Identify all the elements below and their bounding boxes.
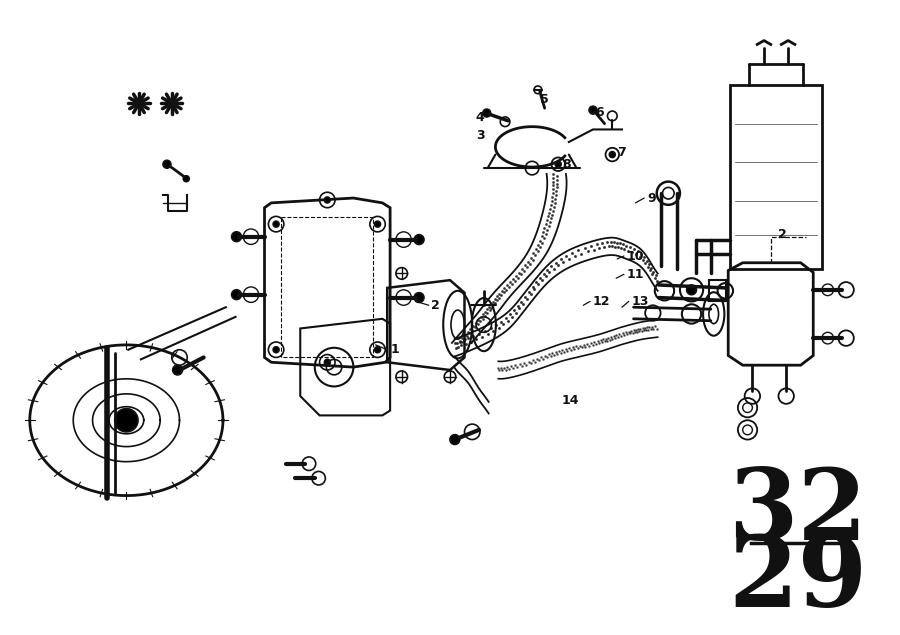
- Circle shape: [324, 197, 330, 203]
- Text: 2: 2: [778, 228, 788, 241]
- Text: 8: 8: [562, 157, 571, 171]
- Circle shape: [231, 290, 241, 300]
- Circle shape: [450, 435, 460, 444]
- Circle shape: [414, 235, 424, 244]
- Circle shape: [163, 161, 171, 168]
- Circle shape: [482, 109, 491, 117]
- Bar: [730, 85, 822, 269]
- Circle shape: [324, 359, 330, 365]
- Circle shape: [274, 347, 279, 352]
- Circle shape: [414, 293, 424, 302]
- Circle shape: [555, 161, 561, 167]
- Circle shape: [374, 221, 381, 227]
- Circle shape: [173, 365, 183, 375]
- Bar: [709, 280, 726, 302]
- Circle shape: [115, 409, 138, 432]
- Circle shape: [274, 221, 279, 227]
- Text: 4: 4: [475, 111, 484, 124]
- Text: 2: 2: [431, 299, 439, 312]
- Text: 11: 11: [626, 268, 644, 281]
- Circle shape: [374, 347, 381, 352]
- Text: 29: 29: [728, 531, 868, 628]
- Circle shape: [687, 285, 697, 295]
- Text: 7: 7: [617, 146, 626, 159]
- Text: 13: 13: [632, 295, 649, 308]
- Circle shape: [231, 232, 241, 241]
- Text: 9: 9: [647, 192, 656, 204]
- Text: 3: 3: [476, 129, 485, 142]
- Text: 1: 1: [390, 343, 399, 356]
- Circle shape: [609, 152, 616, 157]
- Text: 12: 12: [593, 295, 610, 308]
- Text: 32: 32: [728, 464, 868, 561]
- Text: 6: 6: [595, 105, 604, 119]
- Text: 5: 5: [540, 93, 549, 106]
- Text: 10: 10: [626, 250, 644, 262]
- Circle shape: [590, 106, 597, 114]
- Text: 14: 14: [561, 394, 579, 408]
- Circle shape: [184, 176, 189, 182]
